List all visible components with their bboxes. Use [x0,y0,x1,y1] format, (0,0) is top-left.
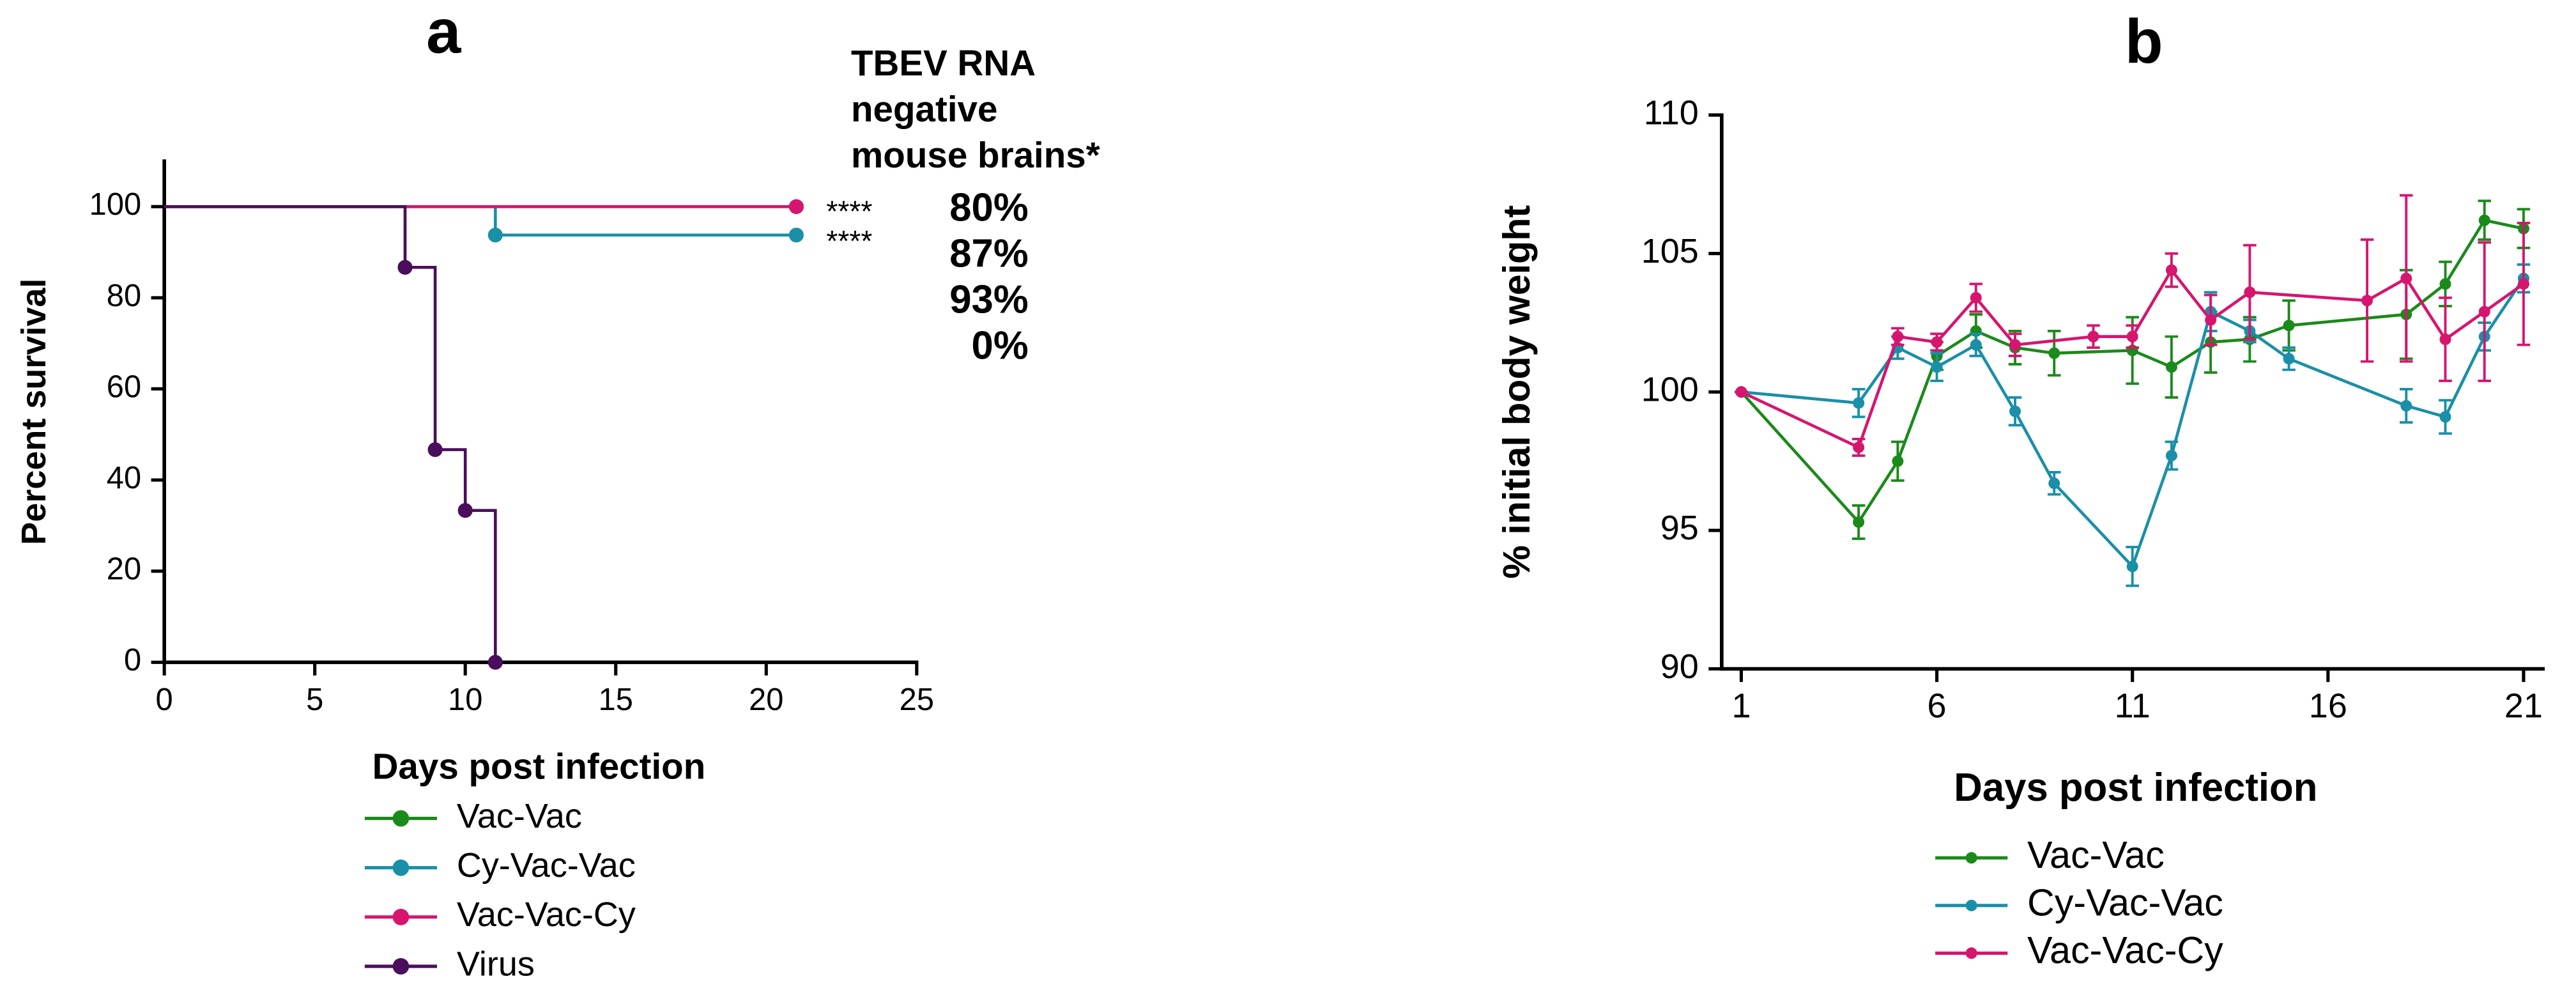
data-point [1931,336,1943,348]
data-point [2283,320,2295,332]
y-tick-label: 95 [1660,509,1699,547]
data-point [1853,441,1865,453]
censor-marker [457,503,473,518]
x-tick-label: 6 [1928,687,1947,725]
series-line [1740,219,2524,525]
data-point [2283,353,2295,365]
data-point [2439,333,2451,345]
annotation-header: negative [851,89,997,129]
data-point [1970,339,1982,351]
data-point [2361,295,2373,307]
x-tick-label: 16 [2309,687,2347,725]
data-point [2478,214,2490,226]
y-tick-label: 90 [1660,647,1699,686]
legend-marker [392,958,410,975]
data-point [2439,411,2451,423]
data-point [2244,286,2256,298]
percentage-label: 0% [972,323,1029,367]
y-tick-label: 40 [107,461,141,495]
censor-marker [487,228,503,243]
y-tick-label: 100 [1641,371,1699,409]
legend-marker [392,859,410,876]
y-tick-label: 20 [107,552,141,587]
data-point [2126,330,2138,343]
data-point [1931,361,1943,373]
data-point [2400,399,2412,412]
chart-title: b [2125,6,2163,76]
data-point [2517,278,2529,290]
significance-stars: **** [826,195,872,228]
censor-marker [427,442,443,458]
data-point [2205,314,2217,326]
y-axis-label: Percent survival [15,279,53,545]
significance-stars: **** [826,224,872,258]
percentage-label: 87% [949,231,1028,275]
series-line [1740,267,2525,450]
percentage-label: 93% [949,277,1028,321]
data-point [2478,305,2490,318]
data-point [1970,291,1982,304]
data-point [2400,272,2412,284]
legend-label: Vac-Vac [457,797,582,835]
x-tick-label: 1 [1731,687,1751,725]
censor-marker [788,199,804,214]
censor-marker [397,259,413,275]
data-point [2048,347,2060,359]
data-point [2165,264,2177,276]
legend-label: Vac-Vac-Cy [457,895,636,934]
y-tick-label: 80 [107,279,141,313]
series-line [1741,277,2525,569]
y-tick-label: 105 [1641,232,1699,270]
y-tick-label: 110 [1644,93,1699,132]
x-tick-label: 5 [306,683,323,717]
data-point [1853,516,1865,528]
x-tick-label: 21 [2504,687,2543,725]
data-point [2087,330,2099,343]
data-point [1892,455,1904,467]
legend-marker [392,908,410,925]
legend-marker [392,810,410,827]
x-tick-label: 10 [448,683,482,717]
annotation-header: TBEV RNA [851,43,1036,83]
legend-label: Vac-Vac-Cy [2027,929,2223,971]
censor-marker [487,654,503,670]
percentage-label: 80% [949,185,1028,229]
x-tick-label: 15 [599,683,633,717]
x-tick-label: 11 [2115,687,2150,725]
data-point [2009,339,2021,351]
chart-title: a [426,0,461,66]
data-point [2126,560,2138,573]
data-point [2165,361,2177,373]
y-axis-label: % initial body weight [1495,205,1538,579]
legend-label: Vac-Vac [2027,833,2165,876]
legend-label: Cy-Vac-Vac [2027,881,2223,924]
censor-marker [788,228,804,243]
data-point [1853,397,1865,409]
legend-marker [1965,852,1977,864]
data-point [2165,449,2177,461]
y-tick-label: 60 [107,369,141,404]
legend-marker [1965,947,1977,959]
data-point [1892,330,1904,343]
x-tick-label: 20 [749,683,783,717]
x-axis-label: Days post infection [1954,766,2317,810]
legend-marker [1965,899,1977,911]
data-point [2009,405,2021,417]
legend-label: Cy-Vac-Vac [457,846,636,885]
x-tick-label: 0 [156,683,173,717]
x-axis-label: Days post infection [372,746,706,786]
y-tick-label: 100 [89,187,142,222]
data-point [2439,278,2451,290]
annotation-header: mouse brains* [851,135,1100,175]
x-tick-label: 25 [900,683,934,717]
data-point [2048,477,2060,490]
legend-label: Virus [457,945,535,983]
data-point [1735,386,1747,398]
y-tick-label: 0 [124,643,141,677]
